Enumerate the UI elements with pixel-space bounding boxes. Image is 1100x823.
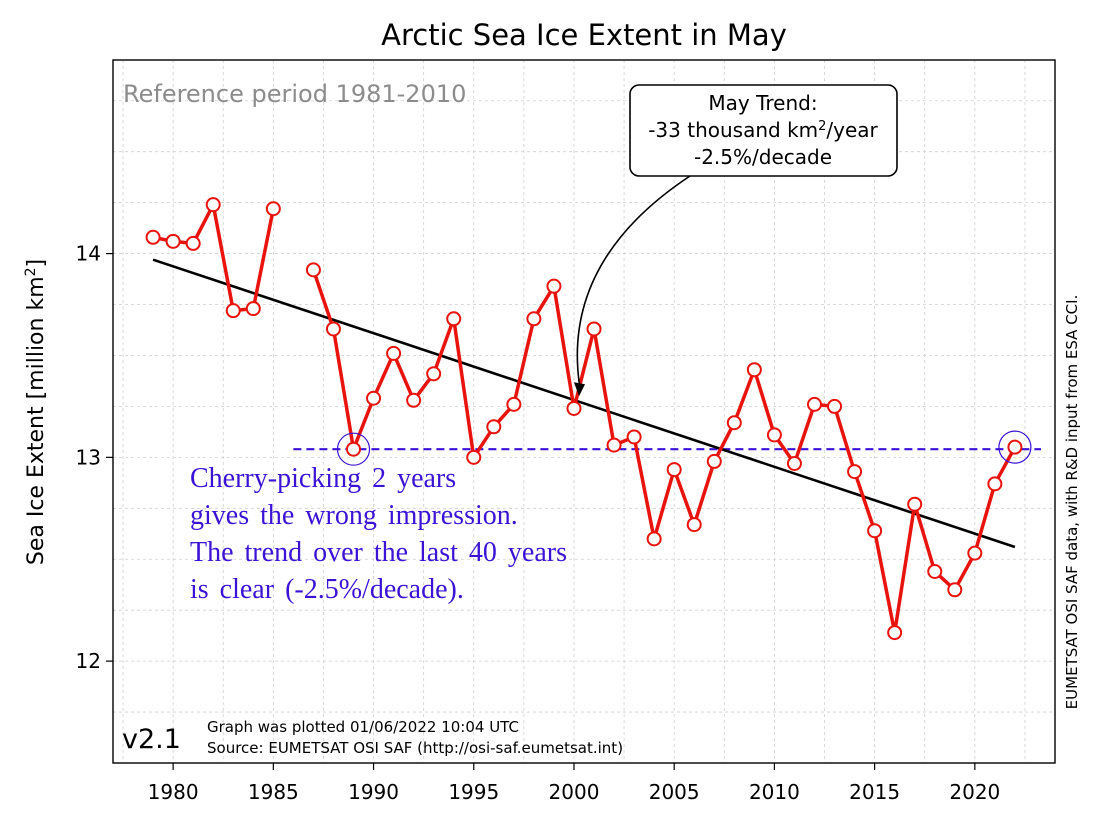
data-point bbox=[265, 201, 281, 217]
data-point bbox=[766, 427, 782, 443]
trend-box-line3: -2.5%/decade bbox=[694, 145, 832, 169]
x-tick-label: 2020 bbox=[949, 780, 1000, 804]
data-point bbox=[406, 392, 422, 408]
data-point bbox=[927, 563, 943, 579]
plotted-date: Graph was plotted 01/06/2022 10:04 UTC bbox=[207, 718, 519, 736]
grid bbox=[113, 60, 1055, 763]
data-point bbox=[566, 400, 582, 416]
data-point bbox=[486, 419, 502, 435]
data-point bbox=[586, 321, 602, 337]
data-point bbox=[626, 429, 642, 445]
data-point bbox=[666, 462, 682, 478]
data-point bbox=[325, 321, 341, 337]
data-point bbox=[867, 523, 883, 539]
data-point bbox=[185, 235, 201, 251]
data-point bbox=[466, 449, 482, 465]
data-point bbox=[346, 441, 362, 457]
source-credit: Source: EUMETSAT OSI SAF (http://osi-saf… bbox=[207, 739, 623, 757]
data-point bbox=[646, 531, 662, 547]
data-point bbox=[386, 345, 402, 361]
data-point bbox=[366, 390, 382, 406]
reference-period-label: Reference period 1981-2010 bbox=[123, 80, 466, 108]
plot-frame bbox=[112, 59, 1056, 764]
data-point bbox=[446, 311, 462, 327]
version-label: v2.1 bbox=[122, 724, 181, 755]
data-point bbox=[686, 517, 702, 533]
series-segment bbox=[152, 202, 276, 313]
data-points bbox=[145, 197, 1023, 641]
x-tick-label: 2000 bbox=[549, 780, 600, 804]
data-point bbox=[847, 464, 863, 480]
cherry-picking-note: Cherry-picking 2 years gives the wrong i… bbox=[190, 463, 567, 605]
data-point bbox=[726, 415, 742, 431]
data-point bbox=[827, 398, 843, 414]
data-point bbox=[205, 197, 221, 213]
data-point bbox=[606, 437, 622, 453]
x-tick-label: 2015 bbox=[849, 780, 900, 804]
chart-title: Arctic Sea Ice Extent in May bbox=[381, 18, 787, 52]
data-point bbox=[426, 366, 442, 382]
data-point bbox=[145, 229, 161, 245]
y-axis-label: Sea Ice Extent [million km2] bbox=[23, 259, 49, 565]
side-credit: EUMETSAT OSI SAF data, with R&D input fr… bbox=[1063, 295, 1081, 710]
data-point bbox=[225, 303, 241, 319]
data-point bbox=[967, 545, 983, 561]
trend-annotation-box: May Trend: -33 thousand km2/year -2.5%/d… bbox=[629, 84, 898, 177]
data-point bbox=[746, 362, 762, 378]
cherry-line-3: The trend over the last 40 years bbox=[190, 537, 567, 568]
linear-trend-line bbox=[152, 258, 1016, 549]
y-tick-label: 12 bbox=[76, 649, 101, 673]
data-point bbox=[706, 453, 722, 469]
data-point bbox=[546, 278, 562, 294]
series-line bbox=[152, 202, 1017, 635]
data-point bbox=[305, 262, 321, 278]
trend-arrowhead bbox=[573, 382, 585, 397]
highlight-circle bbox=[998, 430, 1032, 464]
cherry-line-4: is clear (-2.5%/decade). bbox=[190, 574, 464, 605]
x-tick-label: 1985 bbox=[248, 780, 299, 804]
trend-box-line2: -33 thousand km2/year bbox=[648, 118, 878, 142]
data-point bbox=[887, 625, 903, 641]
trend-box-line1: May Trend: bbox=[708, 91, 817, 115]
x-tick-label: 1980 bbox=[148, 780, 199, 804]
trend-line bbox=[152, 258, 1016, 549]
highlight-circle bbox=[336, 432, 371, 466]
data-point bbox=[987, 476, 1003, 492]
x-tick-label: 2005 bbox=[649, 780, 700, 804]
data-point bbox=[786, 455, 802, 471]
x-axis: 1980 1985 1990 1995 2000 2005 2010 2015 2020 bbox=[148, 763, 1000, 804]
data-point bbox=[526, 311, 542, 327]
data-point bbox=[165, 233, 181, 249]
y-tick-label: 14 bbox=[76, 242, 101, 266]
trend-arrow bbox=[576, 175, 691, 389]
data-point bbox=[806, 396, 822, 412]
x-tick-label: 1995 bbox=[448, 780, 499, 804]
y-axis: 12 13 14 bbox=[76, 242, 113, 673]
data-point bbox=[506, 396, 522, 412]
cherry-line-2: gives the wrong impression. bbox=[190, 500, 518, 531]
data-point bbox=[1007, 439, 1023, 455]
y-tick-label: 13 bbox=[76, 445, 101, 469]
x-tick-label: 2010 bbox=[749, 780, 800, 804]
cherry-line-1: Cherry-picking 2 years bbox=[190, 463, 456, 494]
highlight-circles bbox=[336, 430, 1032, 466]
data-point bbox=[245, 301, 261, 317]
data-point bbox=[947, 582, 963, 598]
x-tick-label: 1990 bbox=[348, 780, 399, 804]
data-point bbox=[907, 496, 923, 512]
